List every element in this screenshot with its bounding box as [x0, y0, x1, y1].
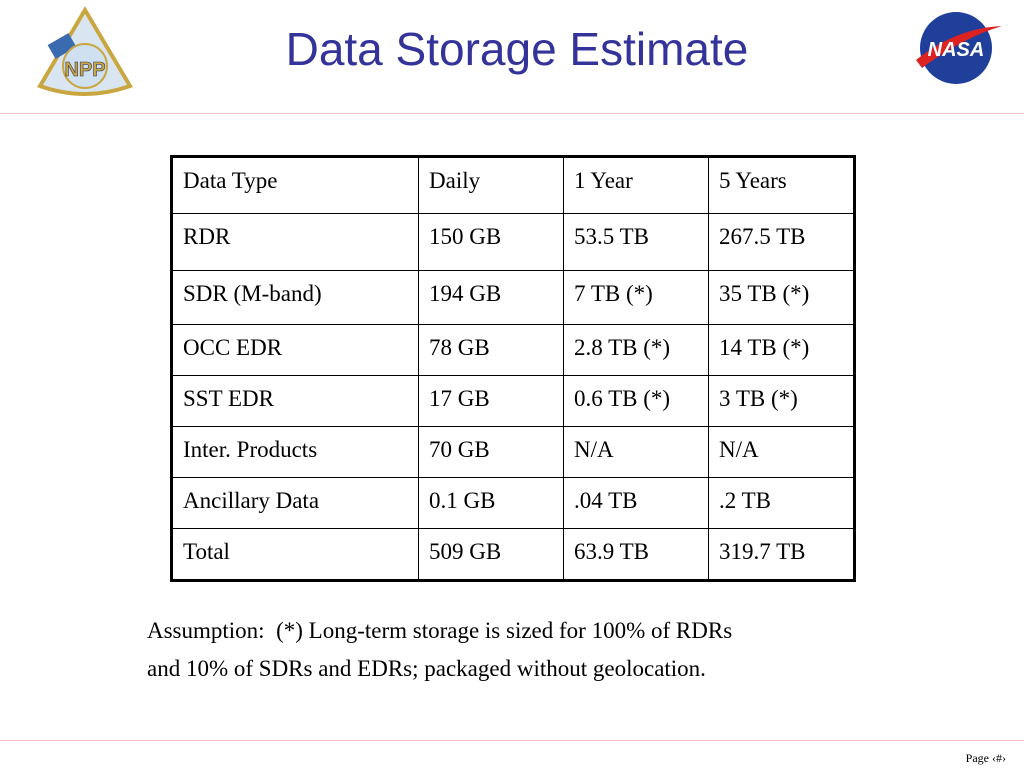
column-header: Data Type: [171, 156, 419, 214]
table-cell: 53.5 TB: [563, 213, 709, 271]
table-cell: 267.5 TB: [708, 213, 855, 271]
table-cell: 2.8 TB (*): [563, 324, 709, 376]
nasa-logo: NASA: [916, 12, 1002, 84]
table-cell: SST EDR: [171, 375, 419, 427]
table-cell: RDR: [171, 213, 419, 271]
table-cell: 319.7 TB: [708, 528, 855, 581]
slide-title: Data Storage Estimate: [285, 23, 749, 75]
table-cell: 35 TB (*): [708, 270, 855, 325]
table-row: SST EDR 17 GB 0.6 TB (*) 3 TB (*): [171, 375, 855, 427]
table-cell: 150 GB: [418, 213, 564, 271]
table-cell: Inter. Products: [171, 426, 419, 478]
table-row: OCC EDR 78 GB 2.8 TB (*) 14 TB (*): [171, 324, 855, 376]
table-cell: 509 GB: [418, 528, 564, 581]
storage-table: Data Type Daily 1 Year 5 Years RDR 150 GB 53.5…: [170, 155, 856, 582]
table-cell: 194 GB: [418, 270, 564, 325]
table-row: RDR 150 GB 53.5 TB 267.5 TB: [171, 213, 855, 271]
table-cell: 3 TB (*): [708, 375, 855, 427]
assumption-line: Assumption: (*) Long-term storage is siz…: [147, 618, 733, 643]
table-cell: 0.6 TB (*): [563, 375, 709, 427]
table-cell: 17 GB: [418, 375, 564, 427]
table-cell: Total: [171, 528, 419, 581]
table-cell: 78 GB: [418, 324, 564, 376]
table-cell: 0.1 GB: [418, 477, 564, 529]
table-cell: N/A: [708, 426, 855, 478]
table-row: Total 509 GB 63.9 TB 319.7 TB: [171, 528, 855, 581]
table-cell: 63.9 TB: [563, 528, 709, 581]
table-cell: OCC EDR: [171, 324, 419, 376]
table-cell: 14 TB (*): [708, 324, 855, 376]
column-header: 1 Year: [563, 156, 709, 214]
table-cell: Ancillary Data: [171, 477, 419, 529]
assumption-note: Assumption: (*) Long-term storage is siz…: [147, 612, 732, 688]
header-rule: [0, 113, 1024, 114]
header-row: Data Type Daily 1 Year 5 Years: [171, 156, 855, 214]
assumption-line: and 10% of SDRs and EDRs; packaged witho…: [147, 656, 706, 681]
table-cell: .2 TB: [708, 477, 855, 529]
column-header: 5 Years: [708, 156, 855, 214]
table-cell: 7 TB (*): [563, 270, 709, 325]
nasa-logo-text: NASA: [928, 39, 985, 61]
page-number: Page ‹#›: [965, 751, 1006, 765]
npp-logo: NPP: [37, 6, 133, 96]
column-header: Daily: [418, 156, 564, 214]
table-cell: N/A: [563, 426, 709, 478]
table-row: Inter. Products 70 GB N/A N/A: [171, 426, 855, 478]
table-cell: .04 TB: [563, 477, 709, 529]
table-cell: SDR (M-band): [171, 270, 419, 325]
table-row: Ancillary Data 0.1 GB .04 TB .2 TB: [171, 477, 855, 529]
npp-logo-text: NPP: [64, 59, 105, 81]
table-cell: 70 GB: [418, 426, 564, 478]
footer-rule: [0, 740, 1024, 741]
table-row: SDR (M-band) 194 GB 7 TB (*) 35 TB (*): [171, 270, 855, 325]
